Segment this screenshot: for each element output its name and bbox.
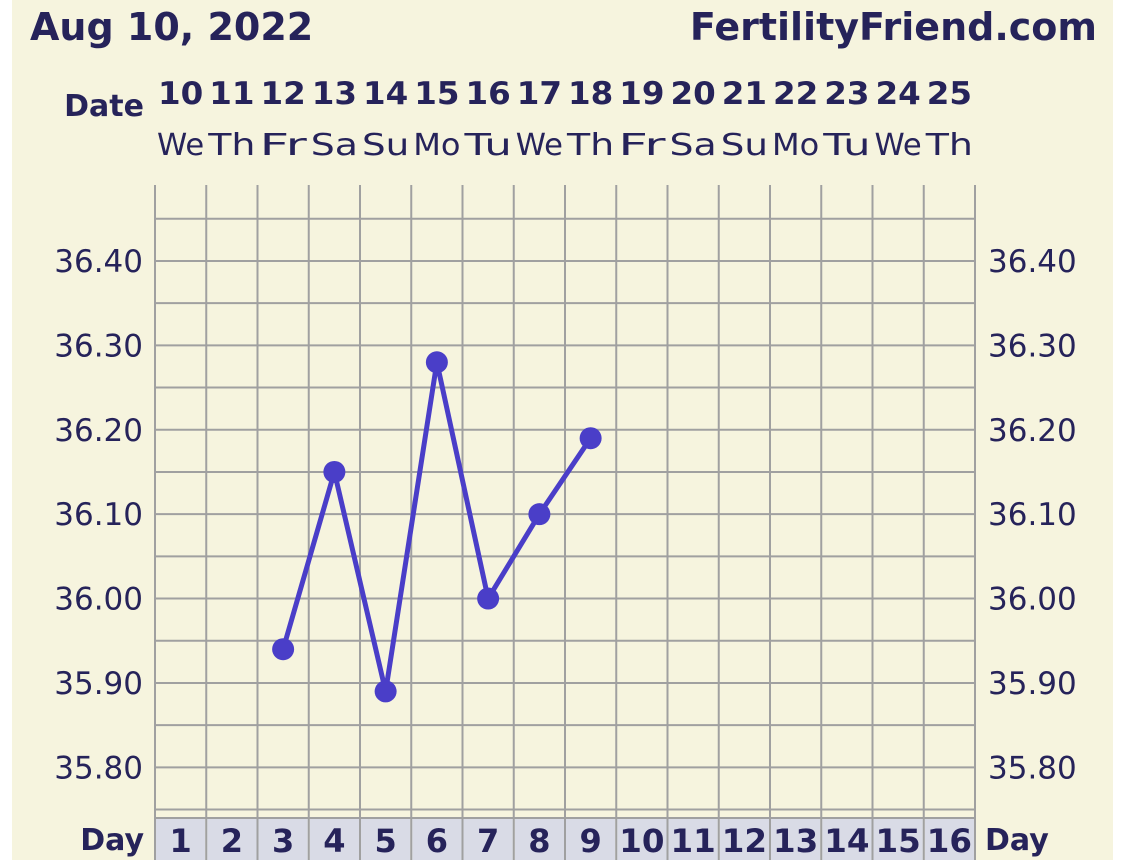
weekday-tick-label: Sa xyxy=(670,128,717,163)
day-tick-label: 8 xyxy=(528,822,550,860)
weekday-tick-label: Th xyxy=(207,128,256,163)
day-tick-label: 13 xyxy=(773,822,818,860)
day-tick-label: 15 xyxy=(876,822,921,860)
day-cell xyxy=(771,819,821,860)
weekday-tick-label: Mo xyxy=(413,128,460,163)
weekday-tick-label: We xyxy=(157,128,204,163)
weekday-tick-label: Tu xyxy=(822,128,871,163)
temperature-point xyxy=(323,460,346,483)
temperature-point xyxy=(477,587,500,610)
day-tick-label: 5 xyxy=(374,822,396,860)
left-border-strip xyxy=(0,0,12,860)
weekday-tick-label: Tu xyxy=(463,128,512,163)
y-tick-label-right: 36.20 xyxy=(988,413,1077,449)
day-tick-label: 10 xyxy=(619,822,664,860)
y-tick-label-right: 36.00 xyxy=(988,582,1077,618)
temperature-point xyxy=(272,638,295,661)
date-tick-label: 15 xyxy=(414,76,459,112)
y-tick-label-left: 36.40 xyxy=(54,244,143,280)
day-tick-label: 9 xyxy=(579,822,601,860)
date-tick-label: 23 xyxy=(824,76,869,112)
day-cells xyxy=(156,819,974,860)
day-cell xyxy=(309,819,359,860)
day-cell xyxy=(617,819,667,860)
day-cell xyxy=(463,819,513,860)
date-tick-label: 17 xyxy=(517,76,562,112)
chart-date-title: Aug 10, 2022 xyxy=(30,5,313,49)
day-tick-label: 4 xyxy=(323,822,345,860)
y-tick-label-right: 36.40 xyxy=(988,244,1077,280)
temperature-point xyxy=(528,503,551,526)
day-cell xyxy=(258,819,308,860)
day-cell xyxy=(668,819,718,860)
day-tick-label: 14 xyxy=(824,822,869,860)
date-tick-label: 21 xyxy=(722,76,767,112)
date-tick-label: 13 xyxy=(312,76,357,112)
right-border-strip xyxy=(1113,0,1125,860)
grid xyxy=(154,185,976,860)
date-tick-label: 18 xyxy=(568,76,613,112)
day-cell xyxy=(156,819,206,860)
day-cell xyxy=(566,819,616,860)
axis-labels: 10We111Th212Fr313Sa414Su515Mo616Tu717We8… xyxy=(54,76,1077,860)
weekday-tick-label: Su xyxy=(721,128,768,163)
weekday-tick-label: Fr xyxy=(618,128,666,163)
date-tick-label: 22 xyxy=(773,76,818,112)
day-tick-label: 7 xyxy=(477,822,499,860)
day-cell xyxy=(924,819,974,860)
day-tick-label: 11 xyxy=(671,822,716,860)
date-tick-label: 16 xyxy=(466,76,511,112)
day-cell xyxy=(719,819,769,860)
day-tick-label: 16 xyxy=(927,822,972,860)
day-tick-label: 1 xyxy=(169,822,191,860)
y-tick-label-left: 36.30 xyxy=(54,328,143,364)
date-tick-label: 11 xyxy=(209,76,254,112)
temperature-point xyxy=(374,680,397,703)
weekday-tick-label: Su xyxy=(362,128,409,163)
day-tick-label: 6 xyxy=(426,822,448,860)
y-tick-label-left: 36.00 xyxy=(54,582,143,618)
day-cell xyxy=(412,819,462,860)
weekday-tick-label: Th xyxy=(924,128,973,163)
day-row-label-left: Day xyxy=(80,823,144,858)
date-tick-label: 19 xyxy=(619,76,664,112)
date-tick-label: 10 xyxy=(158,76,203,112)
day-row-label-right: Day xyxy=(985,823,1049,858)
temperature-point xyxy=(579,427,602,450)
day-tick-label: 3 xyxy=(272,822,294,860)
day-cell xyxy=(822,819,872,860)
day-tick-label: 2 xyxy=(221,822,243,860)
temperature-point xyxy=(425,351,448,374)
y-tick-label-left: 35.80 xyxy=(54,750,143,786)
weekday-tick-label: We xyxy=(875,128,922,163)
y-tick-label-right: 35.90 xyxy=(988,666,1077,702)
date-tick-label: 14 xyxy=(363,76,408,112)
weekday-tick-label: Sa xyxy=(311,128,358,163)
weekday-tick-label: Mo xyxy=(772,128,819,163)
date-tick-label: 12 xyxy=(261,76,306,112)
y-tick-label-left: 35.90 xyxy=(54,666,143,702)
y-tick-label-right: 36.10 xyxy=(988,497,1077,533)
weekday-tick-label: Fr xyxy=(260,128,308,163)
temperature-series xyxy=(272,351,602,703)
date-tick-label: 25 xyxy=(927,76,972,112)
date-row-label: Date xyxy=(64,89,144,124)
y-tick-label-right: 35.80 xyxy=(988,750,1077,786)
weekday-tick-label: Th xyxy=(566,128,615,163)
day-cell xyxy=(514,819,564,860)
y-tick-label-left: 36.10 xyxy=(54,497,143,533)
date-tick-label: 24 xyxy=(876,76,921,112)
date-tick-label: 20 xyxy=(671,76,716,112)
day-cell xyxy=(361,819,411,860)
day-cell xyxy=(207,819,257,860)
day-cell xyxy=(873,819,923,860)
weekday-tick-label: We xyxy=(516,128,563,163)
day-tick-label: 12 xyxy=(722,822,767,860)
y-tick-label-right: 36.30 xyxy=(988,328,1077,364)
site-name: FertilityFriend.com xyxy=(690,5,1097,49)
y-tick-label-left: 36.20 xyxy=(54,413,143,449)
